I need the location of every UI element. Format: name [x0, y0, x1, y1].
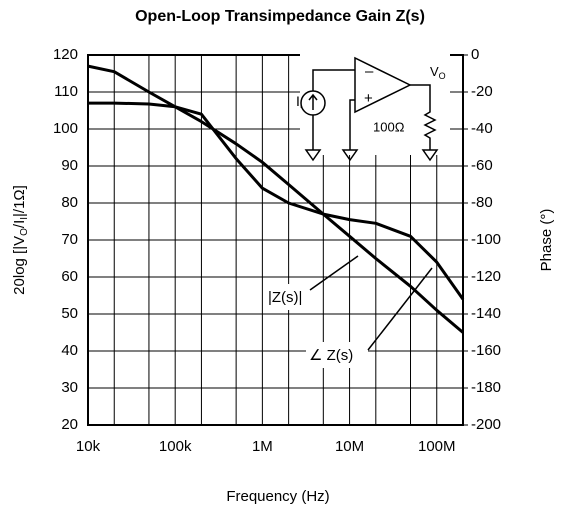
- y-tick-label: 30: [61, 379, 78, 396]
- minus-label: –: [365, 63, 374, 80]
- series-label: |Z(s)|: [268, 289, 302, 306]
- series-line: [87, 64, 464, 334]
- resistor: [410, 84, 437, 150]
- source-label-sub: I: [300, 100, 303, 110]
- y2-axis-label: Phase (°): [538, 209, 555, 272]
- x-tick-label: 100M: [418, 438, 456, 455]
- y-tick-label: 100: [53, 120, 78, 137]
- y-label-part: O: [19, 228, 30, 236]
- wire: [312, 69, 355, 91]
- output-label: VO: [430, 64, 446, 81]
- y-label-part: 20log [|V: [11, 236, 28, 295]
- y2-tick-label: -140: [471, 305, 501, 322]
- y2-tick-label: -160: [471, 342, 501, 359]
- resistor-label: 100Ω: [373, 119, 405, 134]
- label-background: [306, 342, 368, 368]
- y-axis-label: 20log [|VO/II|/1Ω]: [11, 185, 30, 295]
- y2-tick-label: -100: [471, 231, 501, 248]
- y-tick-label: 120: [53, 46, 78, 63]
- circuit: – + II VO 100Ω: [296, 40, 450, 162]
- y2-tick-label: -180: [471, 379, 501, 396]
- y-tick-label: 50: [61, 305, 78, 322]
- x-axis-label: Frequency (Hz): [226, 488, 329, 505]
- y-label-part: I: [19, 217, 30, 220]
- y-tick-label: 80: [61, 194, 78, 211]
- y2-tick-label: -200: [471, 416, 501, 433]
- y-label-part: |/1Ω]: [11, 185, 28, 217]
- leader-line: [309, 255, 359, 291]
- y2-tick-label: -40: [471, 120, 493, 137]
- plus-label: +: [364, 90, 373, 107]
- y2-tick-label: -60: [471, 157, 493, 174]
- ground: [304, 149, 439, 162]
- y-tick-label: 60: [61, 268, 78, 285]
- leader-line: [367, 267, 433, 351]
- wire: [349, 99, 355, 150]
- source-label-main: I: [296, 93, 300, 109]
- y2-tick-label: -80: [471, 194, 493, 211]
- x-tick-label: 100k: [159, 438, 192, 455]
- y-tick-label: 110: [54, 83, 78, 100]
- series-label: ∠ Z(s): [309, 347, 353, 364]
- output-label-sub: O: [439, 71, 446, 81]
- x-tick-label: 1M: [252, 438, 273, 455]
- y-label-part: /I: [11, 220, 28, 228]
- label-background: [266, 284, 310, 310]
- y-tick-label: 40: [61, 342, 78, 359]
- x-tick-label: 10k: [76, 438, 101, 455]
- series-line: [88, 101, 465, 301]
- source-label: II: [296, 93, 302, 111]
- y-tick-label: 20: [61, 416, 78, 433]
- chart-title: Open-Loop Transimpedance Gain Z(s): [135, 8, 425, 25]
- y-tick-label: 90: [61, 157, 78, 174]
- y2-tick-label: -120: [471, 268, 501, 285]
- y2-tick-label: -20: [471, 83, 493, 100]
- output-label-main: V: [430, 64, 439, 79]
- op-amp: [354, 56, 412, 114]
- y-tick-label: 70: [61, 231, 78, 248]
- plot-frame: [87, 54, 464, 426]
- y2-tick-label: 0: [471, 46, 479, 63]
- source-arrow: [308, 93, 318, 110]
- circuit-background: [300, 40, 450, 155]
- x-tick-label: 10M: [335, 438, 364, 455]
